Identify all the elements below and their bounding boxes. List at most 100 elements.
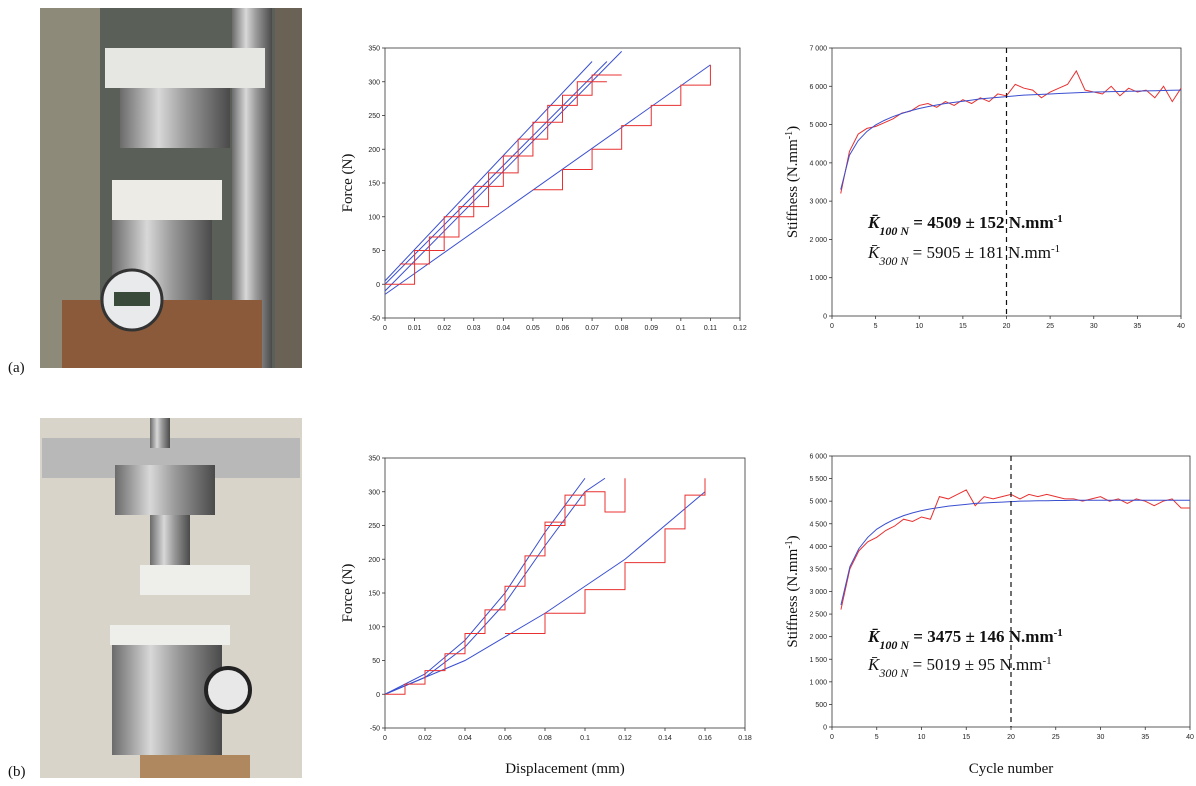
y-tick-label: 5 500 — [809, 476, 827, 483]
annotation-text: = 4509 ± 152 N.mm — [909, 213, 1054, 232]
y-tick-label: -50 — [370, 316, 380, 323]
x-tick-label: 0.18 — [738, 735, 752, 742]
x-tick-label: 0.01 — [408, 325, 422, 332]
panel-label: (a) — [8, 360, 25, 376]
data-line — [840, 489, 1190, 610]
y-axis-label-sup: -1 — [784, 131, 795, 139]
x-tick-label: 0.06 — [556, 325, 570, 332]
annotation-text: = 5019 ± 95 N.mm — [908, 655, 1042, 674]
x-axis-label: Displacement (mm) — [505, 761, 625, 777]
y-tick-label: 4 000 — [809, 160, 827, 167]
annotation-text: = 5905 ± 181 N.mm — [908, 243, 1051, 262]
data-line — [384, 477, 606, 695]
y-tick-label: 150 — [368, 181, 380, 188]
x-tick-label: 0.04 — [458, 735, 472, 742]
y-tick-label: 1 500 — [809, 657, 827, 664]
annotation-sup: -1 — [1051, 243, 1060, 255]
annotation-text: = 3475 ± 146 N.mm — [909, 627, 1054, 646]
x-tick-label: 40 — [1186, 734, 1194, 741]
panel-label: (b) — [8, 764, 26, 780]
x-tick-label: 0.1 — [580, 735, 590, 742]
x-tick-label: 0.12 — [618, 735, 632, 742]
x-tick-label: 25 — [1046, 323, 1054, 330]
x-tick-label: 5 — [875, 734, 879, 741]
x-tick-label: 25 — [1052, 734, 1060, 741]
x-axis-label: Cycle number — [969, 761, 1054, 777]
annotation-symbol: K̄ — [867, 243, 881, 262]
y-tick-label: 100 — [368, 214, 380, 221]
x-tick-label: 0.02 — [418, 735, 432, 742]
photo-a — [40, 8, 302, 368]
y-tick-label: 2 000 — [809, 634, 827, 641]
annotation-symbol: K̄ — [867, 655, 881, 674]
y-axis-label: Force (N) — [340, 564, 356, 623]
x-tick-label: 0.1 — [676, 325, 686, 332]
x-tick-label: 0 — [383, 325, 387, 332]
x-tick-label: 0.08 — [538, 735, 552, 742]
x-tick-label: 40 — [1177, 323, 1185, 330]
data-line — [385, 74, 622, 285]
y-axis-label-tail: ) — [785, 535, 801, 540]
annotation: K̄300 N = 5905 ± 181 N.mm-1 — [867, 243, 1060, 268]
y-axis-label-text: Stiffness (N.mm — [785, 548, 801, 647]
data-line — [505, 478, 706, 634]
x-tick-label: 0.09 — [644, 325, 658, 332]
x-tick-label: 30 — [1090, 323, 1098, 330]
y-tick-label: 0 — [823, 725, 827, 732]
x-tick-label: 0.12 — [733, 325, 747, 332]
y-tick-label: 50 — [372, 248, 380, 255]
x-tick-label: 0.11 — [704, 325, 717, 332]
y-tick-label: 2 500 — [809, 612, 827, 619]
x-tick-label: 0 — [830, 734, 834, 741]
data-line — [384, 64, 711, 295]
y-tick-label: 1 000 — [809, 679, 827, 686]
y-tick-label: 0 — [376, 692, 380, 699]
annotation-sub: 300 N — [878, 254, 909, 268]
y-tick-label: 50 — [372, 658, 380, 665]
x-tick-label: 0.07 — [585, 325, 599, 332]
y-tick-label: 7 000 — [809, 46, 827, 53]
x-tick-label: 35 — [1133, 323, 1141, 330]
y-axis-label-sup: -1 — [784, 540, 795, 548]
y-tick-label: 5 000 — [809, 499, 827, 506]
data-line — [399, 81, 607, 265]
y-tick-label: 3 000 — [809, 589, 827, 596]
x-tick-label: 0.06 — [498, 735, 512, 742]
y-tick-label: 2 000 — [809, 237, 827, 244]
data-line — [840, 89, 1182, 190]
y-tick-label: 350 — [368, 46, 380, 53]
data-line — [384, 477, 586, 695]
x-tick-label: 20 — [1007, 734, 1015, 741]
x-tick-label: 15 — [962, 734, 970, 741]
x-tick-label: 30 — [1097, 734, 1105, 741]
data-line — [545, 478, 626, 526]
data-line — [384, 61, 593, 282]
annotation: K̄300 N = 5019 ± 95 N.mm-1 — [867, 655, 1052, 680]
y-tick-label: 4 500 — [809, 521, 827, 528]
x-tick-label: 10 — [915, 323, 923, 330]
x-tick-label: 0 — [830, 323, 834, 330]
y-tick-label: 100 — [368, 624, 380, 631]
y-tick-label: 250 — [368, 523, 380, 530]
annotation-sup: -1 — [1054, 213, 1063, 225]
y-tick-label: 6 000 — [809, 454, 827, 461]
annotation-sup: -1 — [1043, 655, 1052, 667]
y-tick-label: -50 — [370, 726, 380, 733]
y-tick-label: 0 — [823, 314, 827, 321]
x-tick-label: 0.03 — [467, 325, 481, 332]
x-tick-label: 0.16 — [698, 735, 712, 742]
y-tick-label: 150 — [368, 591, 380, 598]
annotation-sub: 300 N — [878, 666, 909, 680]
y-tick-label: 3 500 — [809, 566, 827, 573]
y-axis-label: Stiffness (N.mm-1) — [784, 126, 802, 238]
x-tick-label: 15 — [959, 323, 967, 330]
annotation-sub: 100 N — [879, 638, 910, 652]
annotation: K̄100 N = 3475 ± 146 N.mm-1 — [867, 627, 1063, 652]
annotation-sub: 100 N — [879, 224, 910, 238]
annotation-symbol: K̄ — [867, 213, 881, 232]
y-tick-label: 3 000 — [809, 199, 827, 206]
annotation-sup: -1 — [1054, 627, 1063, 639]
y-axis-label-text: Stiffness (N.mm — [785, 139, 801, 238]
data-line — [840, 69, 1182, 194]
